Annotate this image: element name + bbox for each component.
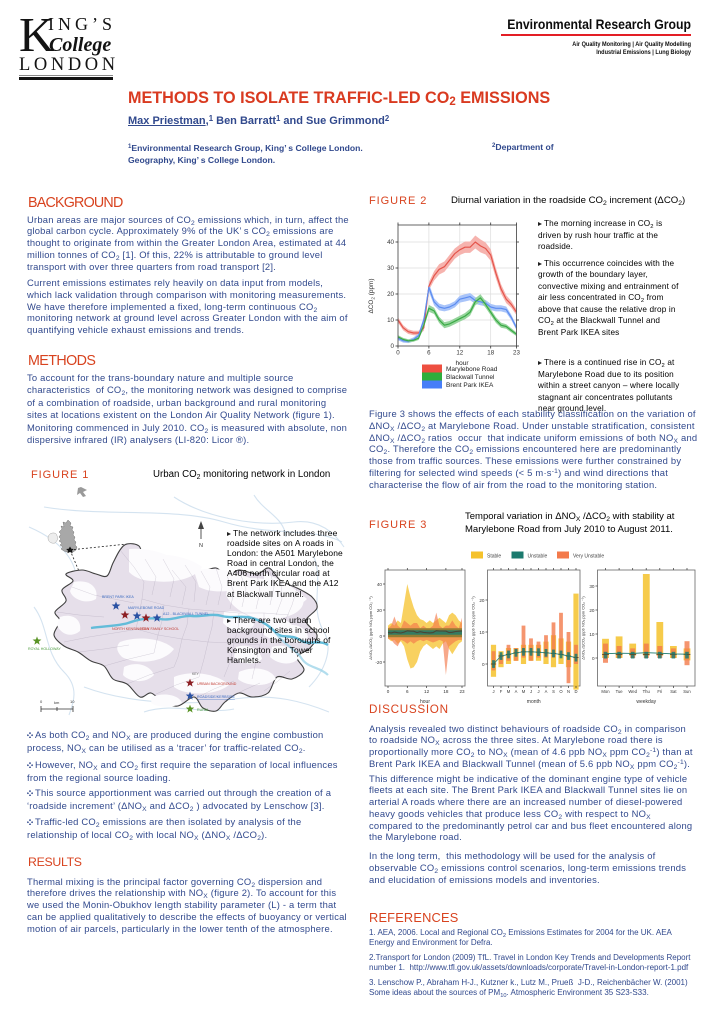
svg-text:6: 6 <box>427 350 431 357</box>
svg-text:F: F <box>500 689 503 694</box>
svg-text:hour: hour <box>455 360 469 367</box>
svg-text:Blackwall Tunnel: Blackwall Tunnel <box>446 374 495 381</box>
svg-text:Tue: Tue <box>616 689 624 694</box>
svg-text:-20: -20 <box>375 660 382 665</box>
svg-text:40: 40 <box>377 582 383 587</box>
svg-text:Mon: Mon <box>601 689 610 694</box>
svg-text:ΔCO2 (ppm): ΔCO2 (ppm) <box>368 279 376 314</box>
svg-text:0: 0 <box>379 634 382 639</box>
svg-text:10: 10 <box>70 699 75 704</box>
svg-text:10: 10 <box>479 630 485 635</box>
svg-text:40: 40 <box>387 239 394 246</box>
svg-text:MARYLEBONE ROAD: MARYLEBONE ROAD <box>128 606 165 610</box>
svg-text:30: 30 <box>589 584 595 589</box>
svg-text:URBAN BACKGROUND: URBAN BACKGROUND <box>197 682 237 686</box>
svg-text:M: M <box>522 689 526 694</box>
svg-text:km: km <box>54 700 60 705</box>
svg-text:ROADSIDE/KERBSIDE: ROADSIDE/KERBSIDE <box>197 695 236 699</box>
svg-text:10: 10 <box>589 632 595 637</box>
svg-text:0: 0 <box>592 656 595 661</box>
svg-text:J: J <box>492 689 494 694</box>
svg-text:12: 12 <box>456 350 463 357</box>
svg-text:20: 20 <box>589 608 595 613</box>
svg-text:0: 0 <box>40 699 43 704</box>
svg-text:Stable: Stable <box>487 554 501 560</box>
svg-text:Fri: Fri <box>657 689 662 694</box>
svg-text:Brent Park IKEA: Brent Park IKEA <box>446 382 494 389</box>
svg-text:RURAL: RURAL <box>197 708 209 712</box>
svg-text:N: N <box>199 543 203 549</box>
svg-text:NORTH KENSINGTON: NORTH KENSINGTON <box>112 627 150 631</box>
svg-text:20: 20 <box>377 608 383 613</box>
svg-text:0: 0 <box>396 350 400 357</box>
svg-text:J: J <box>537 689 539 694</box>
svg-text:20: 20 <box>479 598 485 603</box>
svg-text:ΔNOₓ /ΔCO₂ (ppb NOₓ ppm CO₂ ⁻¹: ΔNOₓ /ΔCO₂ (ppb NOₓ ppm CO₂ ⁻¹) <box>368 596 373 660</box>
svg-text:23: 23 <box>459 689 465 694</box>
svg-text:ΔNOₓ /ΔCO₂ (ppb NOₓ ppm CO₂ ⁻¹: ΔNOₓ /ΔCO₂ (ppb NOₓ ppm CO₂ ⁻¹) <box>581 596 586 660</box>
svg-text:ROYAL HOLLOWAY: ROYAL HOLLOWAY <box>28 647 61 651</box>
svg-text:Sat: Sat <box>670 689 677 694</box>
svg-text:A: A <box>545 689 548 694</box>
svg-text:J: J <box>530 689 532 694</box>
svg-text:Very Unstable: Very Unstable <box>573 554 604 560</box>
svg-text:12: 12 <box>424 689 430 694</box>
svg-text:month: month <box>527 699 541 705</box>
svg-text:Wed: Wed <box>628 689 637 694</box>
svg-text:KEY: KEY <box>192 672 200 676</box>
svg-text:ΔNOₓ /ΔCO₂ (ppb NOₓ ppm CO₂ ⁻¹: ΔNOₓ /ΔCO₂ (ppb NOₓ ppm CO₂ ⁻¹) <box>471 596 476 660</box>
svg-text:Unstable: Unstable <box>528 554 548 560</box>
svg-text:18: 18 <box>443 689 449 694</box>
svg-text:0: 0 <box>391 343 395 350</box>
svg-text:O: O <box>559 689 563 694</box>
svg-text:Thu: Thu <box>643 689 651 694</box>
svg-text:N: N <box>567 689 570 694</box>
svg-text:M: M <box>507 689 511 694</box>
svg-text:23: 23 <box>513 350 520 357</box>
svg-text:D: D <box>574 689 577 694</box>
svg-text:30: 30 <box>387 265 394 272</box>
svg-text:10: 10 <box>387 317 394 324</box>
svg-text:20: 20 <box>387 291 394 298</box>
svg-text:weekday: weekday <box>636 699 656 705</box>
svg-text:HOLY FAMILY SCHOOL: HOLY FAMILY SCHOOL <box>140 627 179 631</box>
svg-text:0: 0 <box>387 689 390 694</box>
svg-text:0: 0 <box>482 662 485 667</box>
svg-text:A12 - BLACKWALL TUNNEL: A12 - BLACKWALL TUNNEL <box>163 612 209 616</box>
svg-text:BRENT PARK IKEA: BRENT PARK IKEA <box>102 595 134 599</box>
svg-text:Sun: Sun <box>683 689 691 694</box>
svg-text:6: 6 <box>406 689 409 694</box>
svg-text:S: S <box>552 689 555 694</box>
svg-text:Marylebone Road: Marylebone Road <box>446 366 498 373</box>
svg-text:hour: hour <box>420 699 430 705</box>
svg-text:A: A <box>515 689 518 694</box>
svg-text:18: 18 <box>487 350 494 357</box>
